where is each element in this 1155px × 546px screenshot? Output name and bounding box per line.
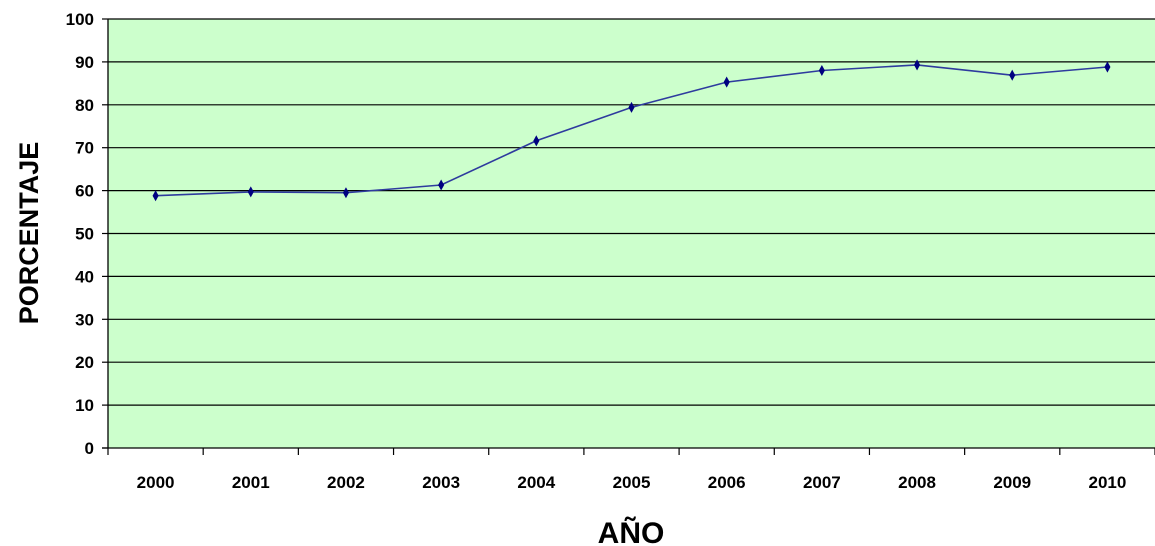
data-point (533, 135, 540, 147)
y-tick-label: 20 (75, 353, 94, 372)
data-point (152, 190, 159, 202)
x-tick-label: 2004 (517, 473, 555, 492)
y-tick-label: 80 (75, 96, 94, 115)
y-tick-label: 60 (75, 182, 94, 201)
x-tick-label: 2007 (803, 473, 841, 492)
axes (102, 18, 1155, 455)
x-tick-label: 2005 (613, 473, 651, 492)
x-tick-label: 2002 (327, 473, 365, 492)
data-point (913, 59, 921, 71)
x-tick-label: 2003 (422, 473, 460, 492)
x-tick-label: 2010 (1088, 473, 1126, 492)
y-tick-label: 0 (85, 439, 94, 458)
x-tick-labels: 2000 2001 2002 2003 2004 2005 2006 2007 2008 2009… (137, 473, 1127, 492)
y-tick-label: 100 (66, 10, 94, 29)
y-axis-title: PORCENTAJE (14, 142, 44, 325)
y-tick-labels: 0 10 20 30 40 50 60 70 80 90 100 (66, 10, 94, 458)
data-point (342, 187, 350, 199)
y-tick-label: 30 (75, 310, 94, 329)
y-tick-label: 70 (75, 139, 94, 158)
x-tick-label: 2006 (708, 473, 746, 492)
x-axis-title: AÑO (598, 516, 665, 546)
gridlines (108, 18, 1155, 406)
y-tick-label: 10 (75, 396, 94, 415)
x-tick-label: 2008 (898, 473, 936, 492)
x-tick-label: 2000 (137, 473, 175, 492)
data-point (438, 179, 445, 191)
data-point (628, 101, 635, 113)
data-point (818, 64, 825, 77)
y-tick-label: 50 (75, 225, 94, 244)
data-point (723, 76, 730, 88)
data-point (1009, 69, 1016, 81)
x-tick-label: 2001 (232, 473, 270, 492)
series (152, 59, 1111, 202)
y-tick-label: 90 (75, 53, 94, 72)
data-point (247, 186, 254, 198)
y-tick-label: 40 (75, 267, 94, 286)
x-tick-label: 2009 (993, 473, 1031, 492)
data-point (1104, 61, 1111, 73)
